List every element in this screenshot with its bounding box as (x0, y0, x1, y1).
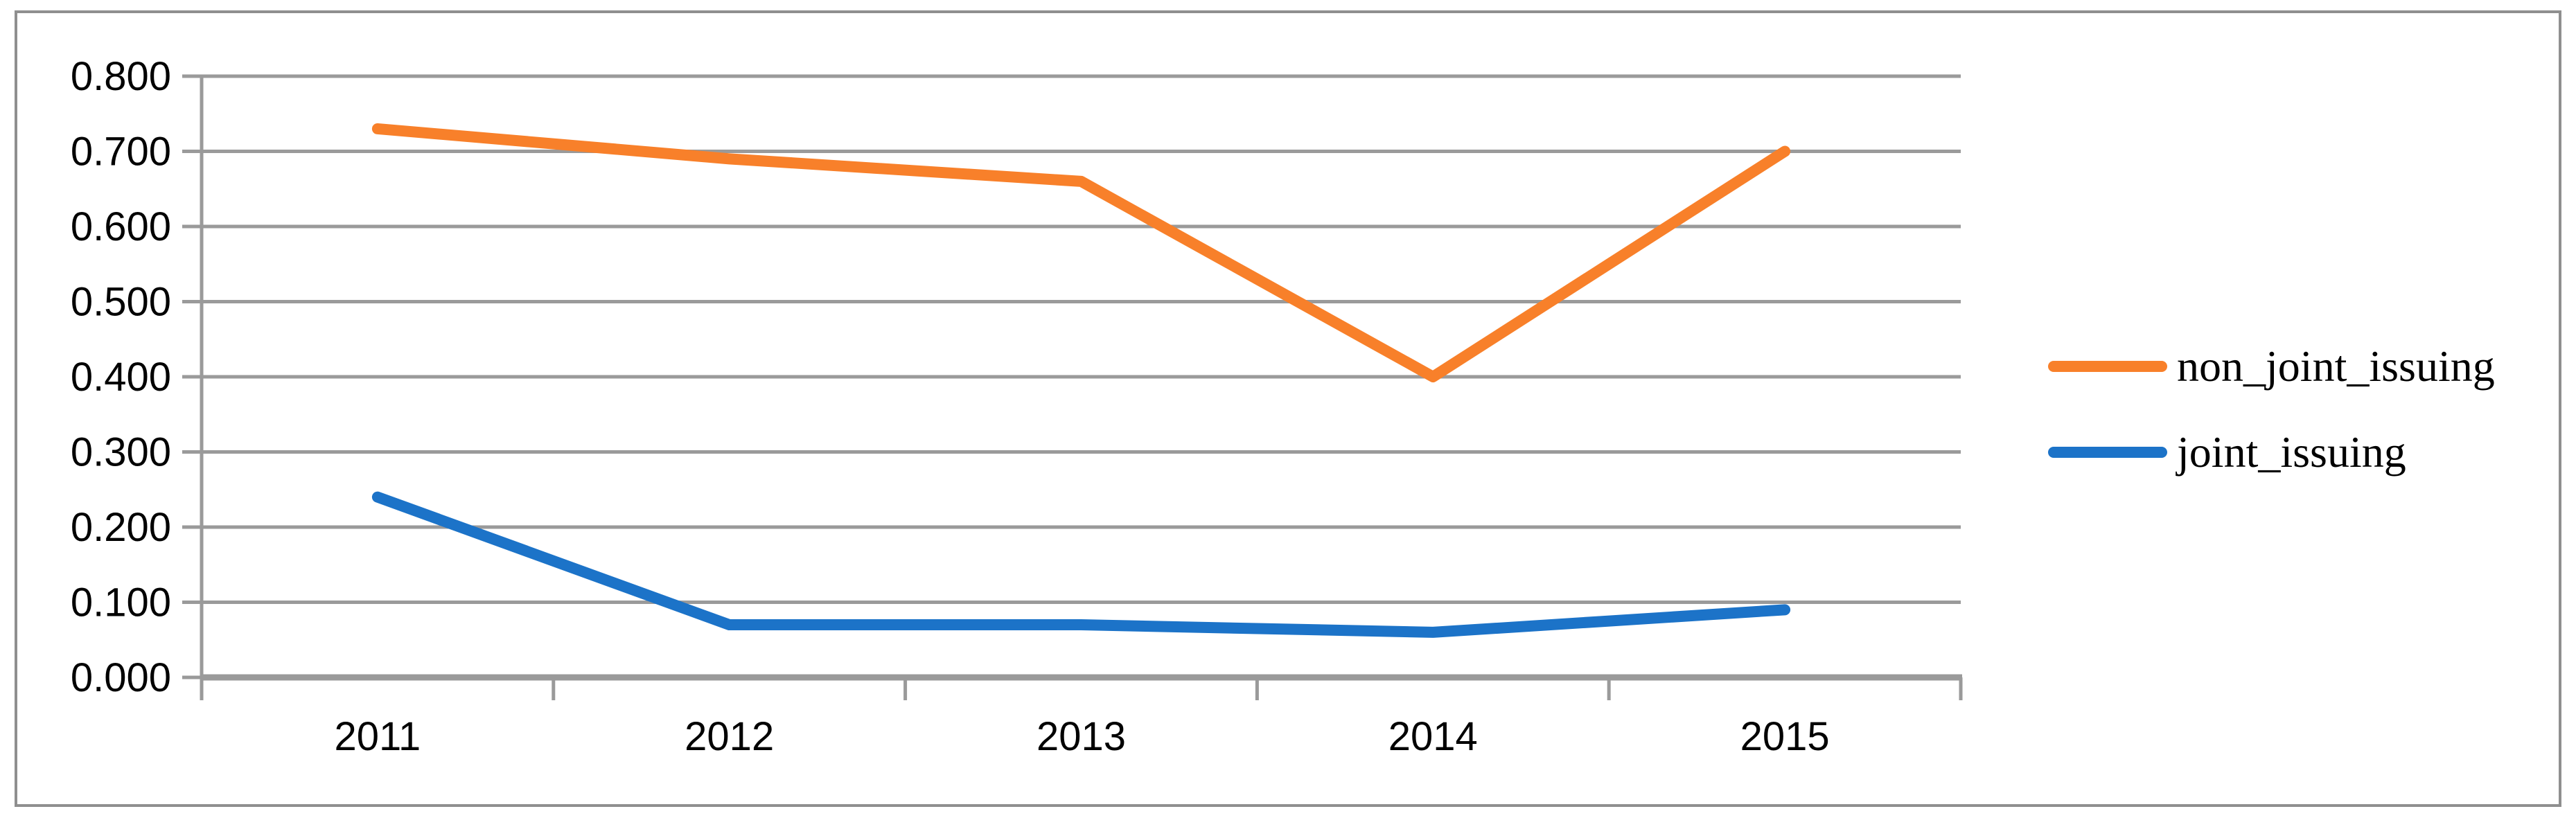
x-tick-label: 2013 (1036, 714, 1126, 759)
y-tick-label: 0.200 (71, 505, 171, 550)
x-tick-label: 2014 (1388, 714, 1478, 759)
y-tick-label: 0.400 (71, 355, 171, 400)
y-tick-label: 0.000 (71, 655, 171, 700)
legend-label-non-joint-issuing: non_joint_issuing (2177, 341, 2495, 391)
legend: non_joint_issuing joint_issuing (2048, 341, 2495, 478)
legend-label-joint-issuing: joint_issuing (2177, 427, 2406, 477)
x-tick-label: 2015 (1740, 714, 1830, 759)
y-tick-label: 0.800 (71, 54, 171, 99)
chart-border (15, 10, 2561, 807)
series-line-joint_issuing (371, 491, 1791, 638)
y-tick-label: 0.600 (71, 204, 171, 249)
legend-item-joint-issuing: joint_issuing (2048, 427, 2495, 478)
series-line-non_joint_issuing (371, 123, 1791, 382)
x-tick-label: 2012 (685, 714, 774, 759)
legend-item-non-joint-issuing: non_joint_issuing (2048, 341, 2495, 392)
legend-line-swatch-orange (2048, 361, 2167, 372)
x-tick-label: 2011 (335, 714, 421, 759)
legend-line-swatch-blue (2048, 447, 2167, 458)
y-tick-label: 0.500 (71, 280, 171, 325)
y-tick-label: 0.100 (71, 580, 171, 625)
y-tick-label: 0.700 (71, 130, 171, 175)
y-tick-label: 0.300 (71, 430, 171, 475)
